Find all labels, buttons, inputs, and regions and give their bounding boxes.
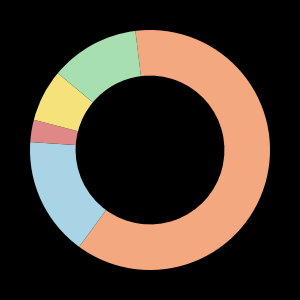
Wedge shape bbox=[58, 31, 141, 102]
Wedge shape bbox=[34, 73, 93, 131]
Wedge shape bbox=[79, 30, 270, 270]
Wedge shape bbox=[30, 120, 78, 145]
Wedge shape bbox=[30, 142, 106, 247]
